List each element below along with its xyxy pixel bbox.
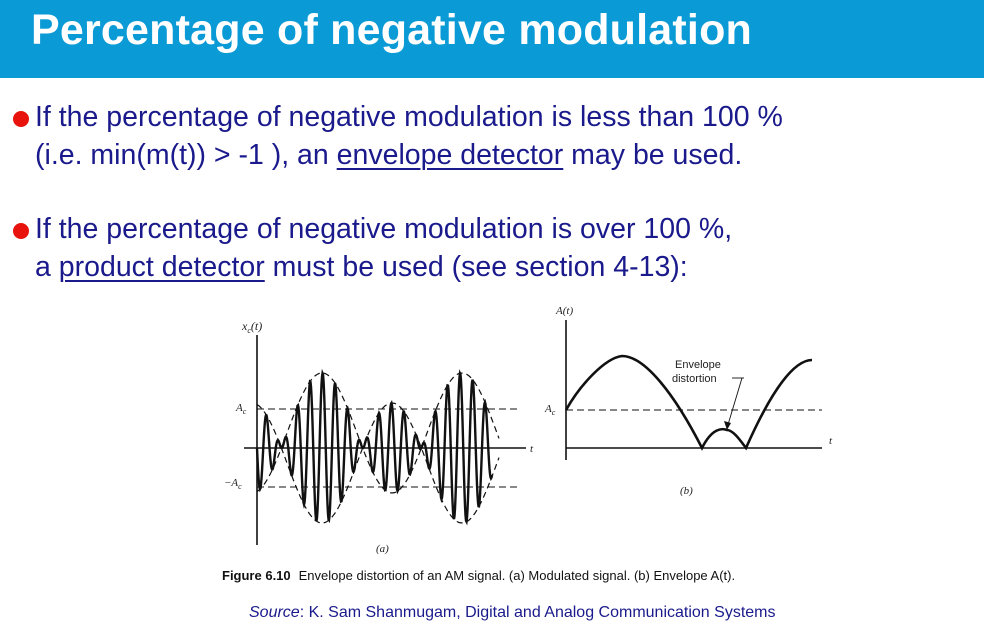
panel-b-annotation-arrow <box>726 377 743 429</box>
source-text: : K. Sam Shanmugam, Digital and Analog C… <box>299 604 776 621</box>
panel-b-x-axis-label: t <box>829 435 833 447</box>
envelope-detector-link[interactable]: envelope detector <box>336 139 564 171</box>
product-detector-link[interactable]: product detector <box>58 251 265 283</box>
bullet-1-line-2: (i.e. min(m(t)) > -1 ), an envelope dete… <box>35 138 742 172</box>
slide-title: Percentage of negative modulation <box>31 6 753 54</box>
panel-b-envelope-curve <box>564 354 813 451</box>
bullet-dot-icon <box>13 223 29 239</box>
source-label: Source <box>249 604 300 621</box>
panel-a: xc(t) Ac −Ac t (a) <box>224 319 534 555</box>
figure-caption: Figure 6.10 Envelope distortion of an AM … <box>222 568 735 583</box>
title-bar: Percentage of negative modulation <box>0 0 984 78</box>
figure-caption-text: Envelope distortion of an AM signal. (a)… <box>298 568 736 583</box>
bullet-2-text-pre: a <box>35 251 59 283</box>
panel-a-y-axis-label: xc(t) <box>241 319 262 335</box>
bullet-dot-icon <box>13 111 29 127</box>
panel-a-label: (a) <box>376 543 389 555</box>
panel-b-arrowhead-icon <box>724 421 731 430</box>
source-citation: Source: K. Sam Shanmugam, Digital and An… <box>249 604 775 622</box>
figure-number: Figure 6.10 <box>222 568 291 583</box>
panel-a-pos-level-label: Ac <box>235 402 247 416</box>
bullet-1-line-1: If the percentage of negative modulation… <box>35 101 783 133</box>
panel-b-annotation-line-1: Envelope <box>675 359 721 371</box>
bullet-1-text-post: may be used. <box>563 139 743 171</box>
panel-b-label: (b) <box>680 485 693 497</box>
panel-b: A(t) Ac Envelope distortion t (b) <box>544 305 833 497</box>
panel-b-level-label: Ac <box>544 403 556 417</box>
bullet-2-text-post: must be used (see section 4-13): <box>264 251 688 283</box>
bullet-2-line-2: a product detector must be used (see sec… <box>35 250 688 284</box>
panel-b-y-axis-label: A(t) <box>555 305 573 317</box>
bullet-2-line-1: If the percentage of negative modulation… <box>35 213 733 245</box>
panel-a-modulated-signal <box>255 368 494 526</box>
panel-b-annotation-line-2: distortion <box>672 373 717 385</box>
panel-a-neg-level-label: −Ac <box>224 477 242 491</box>
bullet-1-text-pre: (i.e. min(m(t)) > -1 ), an <box>35 139 337 171</box>
panel-a-x-axis-label: t <box>530 443 534 455</box>
